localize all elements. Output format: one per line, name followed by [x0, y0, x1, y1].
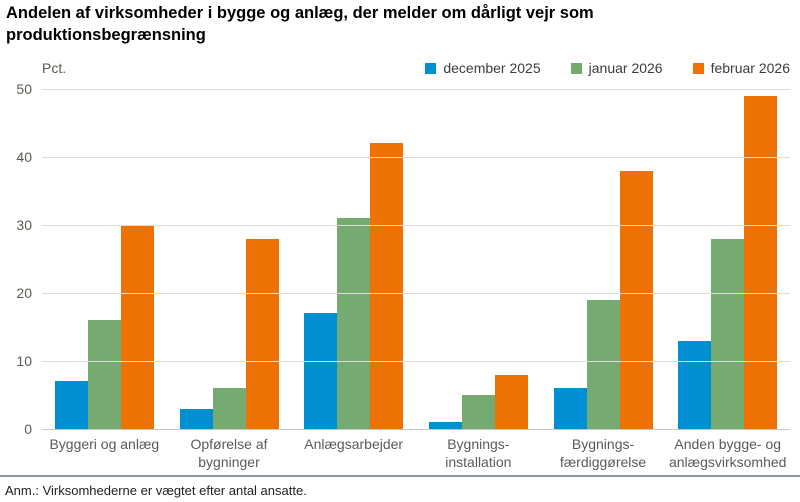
bar — [586, 299, 620, 429]
legend-swatch-icon — [692, 62, 704, 74]
gridline — [42, 293, 790, 294]
bar — [337, 218, 371, 429]
category-label: Byggeri og anlæg — [49, 436, 160, 452]
bar — [553, 388, 587, 429]
chart-title: Andelen af virksomheder i bygge og anlæg… — [6, 4, 594, 44]
footer-divider — [0, 475, 800, 477]
legend-swatch-icon — [570, 62, 582, 74]
legend-item: februar 2026 — [692, 60, 790, 76]
y-tick-label: 40 — [16, 149, 32, 165]
bar — [245, 238, 279, 429]
plot-area — [42, 89, 790, 430]
gridline — [42, 89, 790, 90]
bar — [120, 225, 154, 429]
category-label: Bygnings-færdiggørelse — [559, 436, 647, 470]
gridline — [42, 225, 790, 226]
legend-swatch-icon — [425, 62, 437, 74]
y-axis-unit-label: Pct. — [42, 60, 67, 76]
category-label: Bygnings-installation — [445, 436, 512, 470]
bar-group — [42, 89, 167, 429]
bar — [744, 95, 778, 429]
bar — [494, 374, 528, 429]
category-label: Anden bygge- og anlægsvirksomhed — [668, 436, 787, 470]
bar-group — [167, 89, 292, 429]
bar — [678, 340, 712, 429]
bar-group — [416, 89, 541, 429]
bar — [179, 408, 213, 429]
y-tick-label: 0 — [24, 421, 32, 437]
category-label: Anlægsarbejder — [304, 436, 404, 452]
bar-group — [541, 89, 666, 429]
legend-label: januar 2026 — [588, 60, 663, 76]
bar — [212, 388, 246, 429]
category-label: Opførelse af bygninger — [190, 436, 268, 470]
bar — [619, 170, 653, 429]
bar-group — [291, 89, 416, 429]
y-axis-tick-labels: 0 10 20 30 40 50 — [0, 81, 32, 437]
bar — [87, 320, 121, 429]
legend: december 2025 januar 2026 februar 2026 — [425, 60, 790, 76]
footnote: Anm.: Virksomhederne er vægtet efter ant… — [5, 483, 307, 498]
bar — [428, 422, 462, 429]
legend-item: januar 2026 — [570, 60, 663, 76]
gridline — [42, 157, 790, 158]
legend-item: december 2025 — [425, 60, 541, 76]
y-tick-label: 20 — [16, 285, 32, 301]
bar — [370, 143, 404, 429]
legend-label: februar 2026 — [710, 60, 790, 76]
y-tick-label: 10 — [16, 353, 32, 369]
y-tick-label: 50 — [16, 81, 32, 97]
legend-label: december 2025 — [443, 60, 541, 76]
bar — [304, 313, 338, 429]
gridline — [42, 361, 790, 362]
bar — [54, 381, 88, 429]
bar-group — [665, 89, 790, 429]
bars-container — [42, 89, 790, 429]
y-tick-label: 30 — [16, 217, 32, 233]
bar — [711, 238, 745, 429]
x-axis-category-labels: Byggeri og anlæg Opførelse af bygninger Anl… — [42, 436, 790, 472]
bar — [461, 395, 495, 429]
